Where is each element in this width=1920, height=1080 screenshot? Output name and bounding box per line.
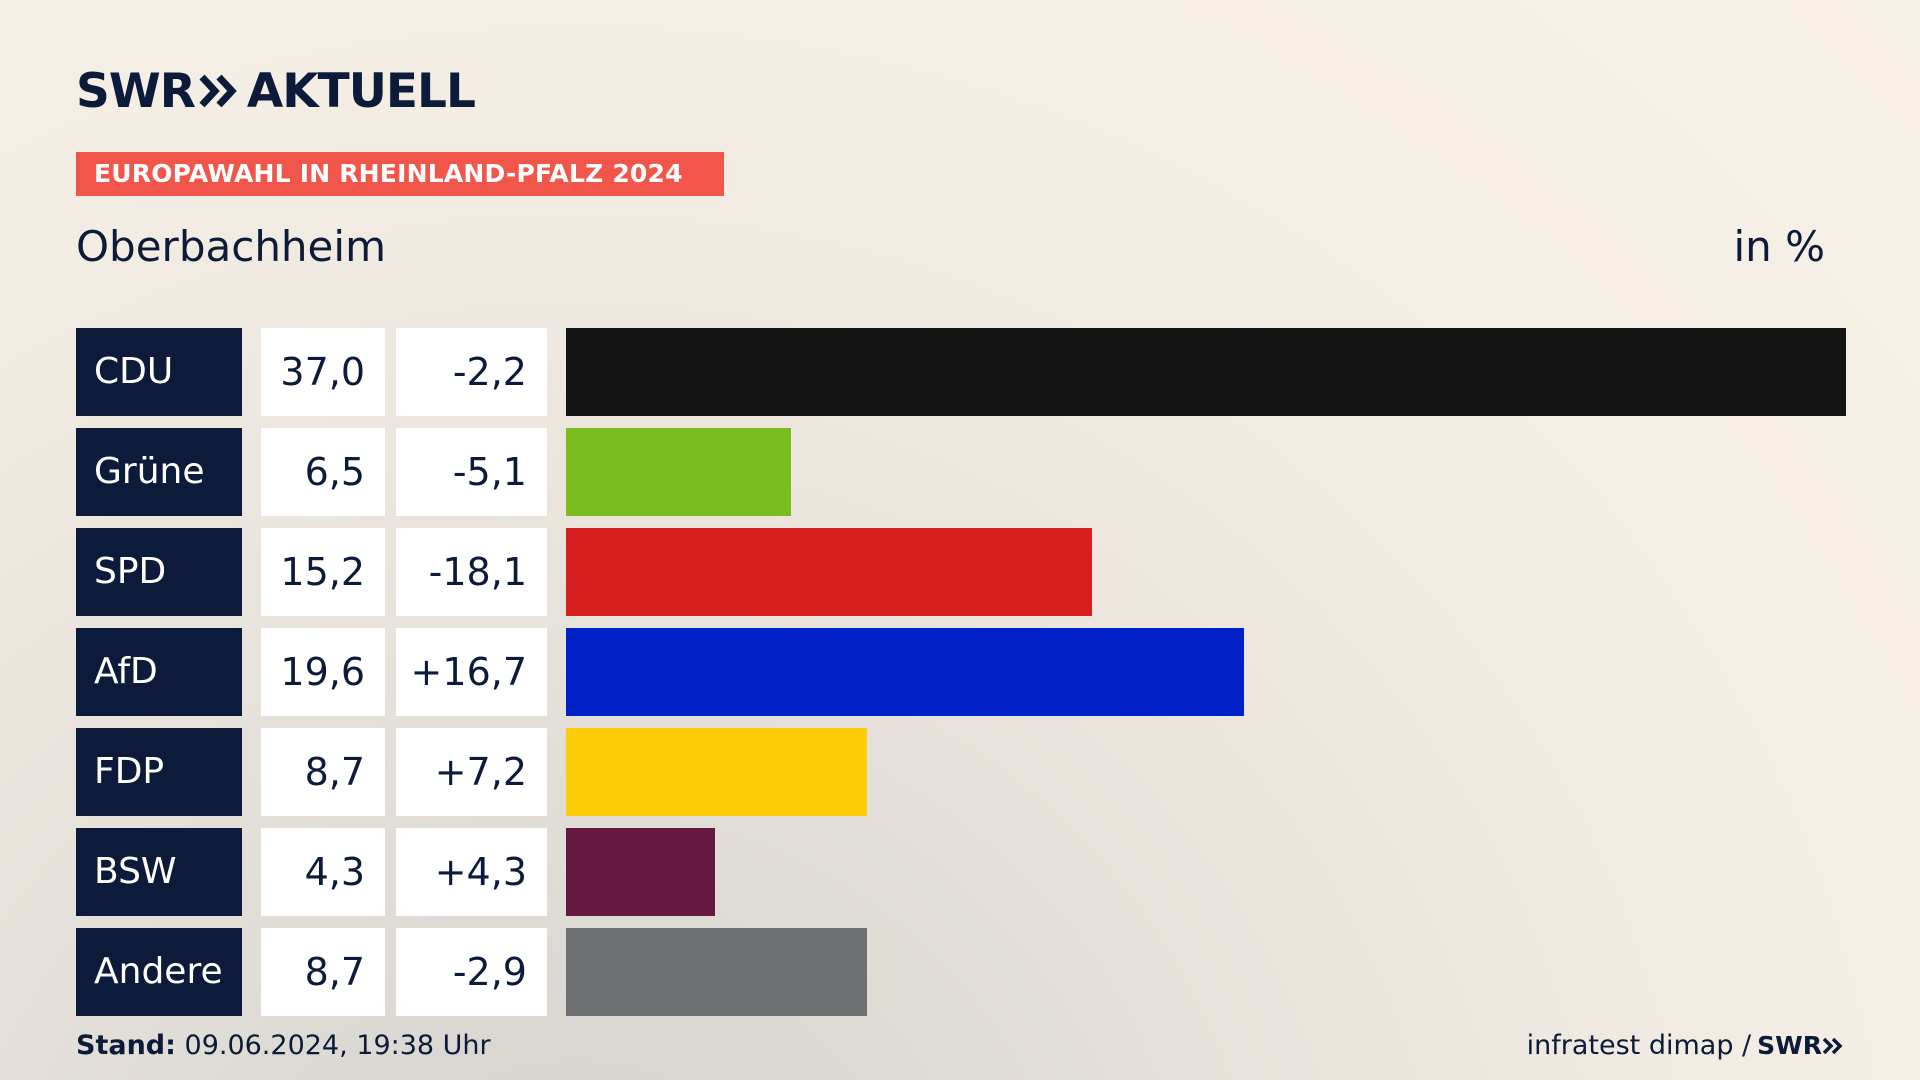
unit-label: in % [1733,222,1825,271]
change-label: +7,2 [396,728,547,816]
result-row: CDU 37,0 -2,2 [0,328,1920,416]
bar-cdu [566,328,1846,416]
source-text: infratest dimap / [1526,1030,1752,1061]
bar-andere [566,928,867,1016]
result-row: Andere 8,7 -2,9 [0,928,1920,1016]
timestamp: Stand: 09.06.2024, 19:38 Uhr [76,1030,491,1061]
small-chevron-icon [1822,1037,1843,1054]
change-label: -18,1 [396,528,547,616]
party-label: AfD [76,628,242,716]
party-label: Grüne [76,428,242,516]
swr-aktuell-logo: SWR AKTUELL [76,63,476,119]
party-label: SPD [76,528,242,616]
logo-swr-text: SWR [76,63,196,119]
logo-aktuell-text: AKTUELL [246,63,476,119]
region-title: Oberbachheim [76,222,386,271]
party-label: BSW [76,828,242,916]
result-row: SPD 15,2 -18,1 [0,528,1920,616]
change-label: -2,9 [396,928,547,1016]
result-row: FDP 8,7 +7,2 [0,728,1920,816]
bar-fdp [566,728,867,816]
party-label: Andere [76,928,242,1016]
vote-share-label: 37,0 [261,328,385,416]
vote-share-label: 6,5 [261,428,385,516]
bar-afd [566,628,1244,716]
bar-bsw [566,828,715,916]
change-label: +16,7 [396,628,547,716]
source-credit: infratest dimap / SWR [1527,1030,1844,1061]
change-label: +4,3 [396,828,547,916]
result-row: Grüne 6,5 -5,1 [0,428,1920,516]
change-label: -2,2 [396,328,547,416]
stand-value: 09.06.2024, 19:38 Uhr [184,1030,491,1061]
party-label: CDU [76,328,242,416]
vote-share-label: 4,3 [261,828,385,916]
bar-gr-ne [566,428,791,516]
double-chevron-icon [199,74,239,108]
vote-share-label: 8,7 [261,728,385,816]
party-label: FDP [76,728,242,816]
stand-label: Stand: [76,1030,176,1061]
bar-spd [566,528,1092,616]
result-row: BSW 4,3 +4,3 [0,828,1920,916]
vote-share-label: 8,7 [261,928,385,1016]
swr-small-logo: SWR [1757,1031,1844,1060]
vote-share-label: 15,2 [261,528,385,616]
election-tag: EUROPAWAHL IN RHEINLAND-PFALZ 2024 [76,152,724,196]
vote-share-label: 19,6 [261,628,385,716]
change-label: -5,1 [396,428,547,516]
small-logo-text: SWR [1757,1031,1822,1060]
result-row: AfD 19,6 +16,7 [0,628,1920,716]
